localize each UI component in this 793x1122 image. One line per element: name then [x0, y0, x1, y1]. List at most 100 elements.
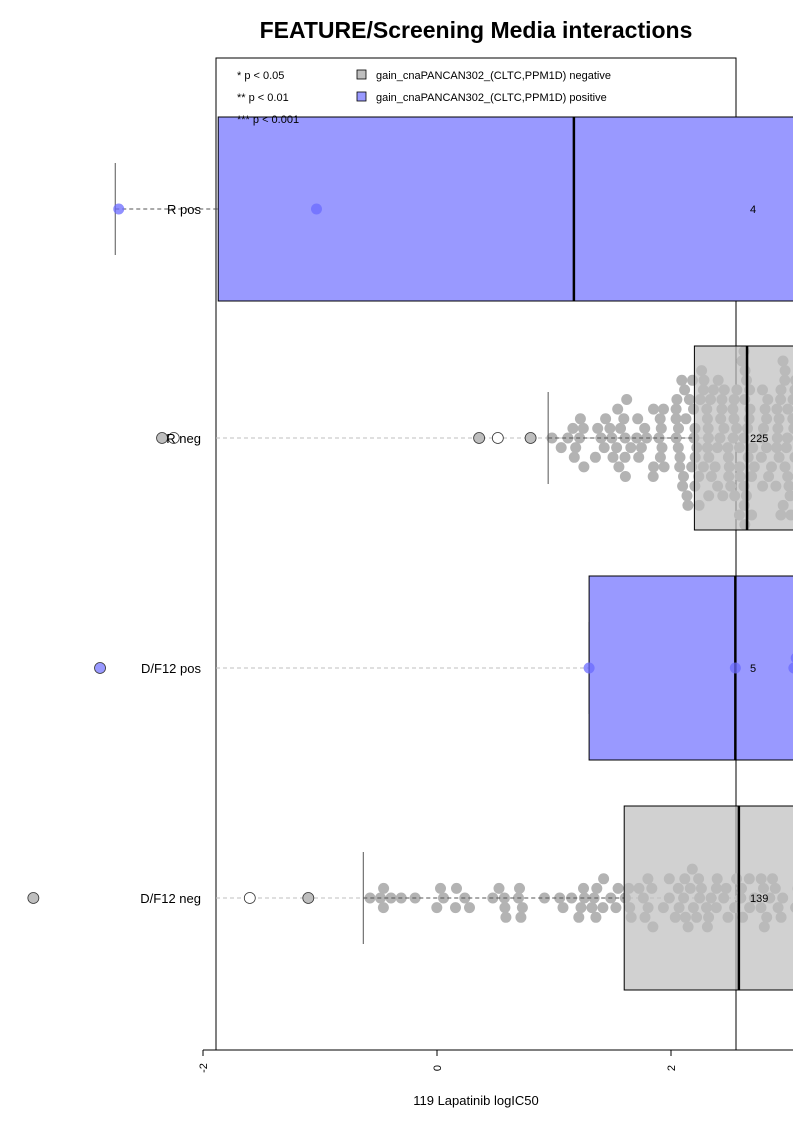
x-axis: -2024: [198, 1049, 793, 1073]
grid-layer: [216, 208, 736, 899]
x-axis-title: 119 Lapatinib logIC50: [413, 1093, 539, 1108]
legend-swatch-positive: [356, 91, 367, 102]
swarm-point: [613, 461, 625, 473]
data-point: [113, 203, 125, 215]
swarm-point: [598, 873, 610, 885]
swarm-point: [681, 490, 693, 502]
legend-swatch-negative: [356, 69, 367, 80]
swarm-point: [567, 422, 579, 434]
swarm-point: [658, 403, 669, 415]
swarm-point: [515, 911, 527, 923]
swarm-point: [619, 451, 631, 463]
swarm-point: [597, 902, 609, 914]
swarm-point: [591, 882, 603, 894]
swarm-point: [499, 902, 511, 914]
swarm-point: [364, 892, 376, 904]
data-point: [583, 662, 595, 674]
outlier-point: [94, 662, 106, 674]
swarm-point: [678, 471, 689, 482]
swarm-point: [671, 394, 683, 405]
box-rect: [588, 575, 793, 761]
x-tick-label: -2: [198, 1063, 210, 1073]
swarm-point: [592, 422, 604, 434]
swarm-point: [557, 902, 569, 914]
swarm-point: [577, 422, 589, 434]
outlier-point: [27, 892, 40, 904]
swarm-point: [578, 461, 590, 473]
swarm-point: [539, 892, 550, 904]
swarm-point: [647, 471, 659, 482]
swarm-point: [555, 442, 567, 454]
legend-label-negative: gain_cnaPANCAN302_(CLTC,PPM1D) negative: [376, 70, 611, 82]
swarm-point: [618, 413, 630, 425]
box-rect: [217, 116, 793, 302]
swarm-point: [570, 442, 582, 454]
outlier-point: [167, 432, 180, 444]
count-label: 139: [750, 893, 768, 905]
point-layer: [27, 203, 793, 904]
swarm-point: [653, 432, 665, 444]
swarm-point: [566, 892, 578, 904]
swarm-point: [655, 422, 667, 434]
swarm-point: [673, 422, 684, 434]
swarm-point: [633, 451, 645, 463]
box-rect: [693, 345, 793, 531]
swarm-point: [598, 442, 610, 454]
category-label: R neg: [166, 431, 201, 446]
swarm-point: [604, 422, 616, 434]
swarm-point: [615, 422, 626, 434]
swarm-point: [451, 882, 462, 894]
swarm-point: [589, 451, 601, 463]
category-labels: R pos 4 R neg 225 D/F12 pos 5 D/F12 neg 139: [140, 202, 768, 906]
swarm-point: [500, 911, 512, 923]
swarm-point: [612, 882, 624, 894]
swarm-point: [573, 911, 585, 923]
swarm-point: [588, 892, 600, 904]
swarm-point: [670, 413, 682, 425]
swarm-point: [586, 902, 598, 914]
x-tick-label: 2: [666, 1065, 678, 1071]
box-rect: [623, 805, 793, 991]
outlier-point: [524, 432, 537, 444]
outlier-point: [243, 892, 256, 904]
sig-legend-2: ** p < 0.01: [237, 92, 289, 104]
swarm-point: [680, 413, 692, 425]
swarm-point: [632, 413, 644, 425]
swarm-point: [677, 480, 689, 492]
swarm-point: [658, 461, 670, 473]
swarm-point: [385, 892, 397, 904]
swarm-point: [450, 902, 461, 914]
chart-title: FEATURE/Screening Media interactions: [260, 17, 693, 43]
swarm-point: [676, 374, 688, 386]
swarm-point: [562, 432, 574, 444]
swarm-point: [568, 451, 580, 463]
count-label: 225: [750, 433, 768, 445]
outlier-point: [491, 432, 504, 444]
sig-legend-1: * p < 0.05: [237, 70, 284, 82]
data-point: [788, 662, 793, 674]
data-point: [310, 203, 322, 215]
category-label: D/F12 pos: [141, 661, 201, 676]
swarm-point: [464, 902, 475, 914]
swarm-point: [639, 422, 651, 434]
legend-label-positive: gain_cnaPANCAN302_(CLTC,PPM1D) positive: [376, 92, 607, 104]
swarm-point: [377, 902, 389, 914]
swarm-point: [648, 403, 659, 415]
swarm-point: [674, 451, 686, 463]
category-label: D/F12 neg: [140, 891, 201, 906]
swarm-point: [516, 902, 528, 914]
swarm-point: [575, 902, 587, 914]
swarm-point: [656, 442, 668, 454]
swarm-point: [514, 882, 525, 894]
swarm-point: [670, 403, 682, 415]
swarm-point: [672, 442, 684, 454]
swarm-point: [431, 902, 443, 914]
swarm-point: [619, 432, 631, 444]
legend: * p < 0.05 ** p < 0.01 *** p < 0.001 gai…: [237, 69, 611, 126]
swarm-point: [378, 882, 390, 894]
swarm-point: [679, 384, 691, 396]
swarm-point: [619, 471, 631, 482]
swarm-point: [578, 892, 590, 904]
swarm-point: [654, 413, 666, 425]
